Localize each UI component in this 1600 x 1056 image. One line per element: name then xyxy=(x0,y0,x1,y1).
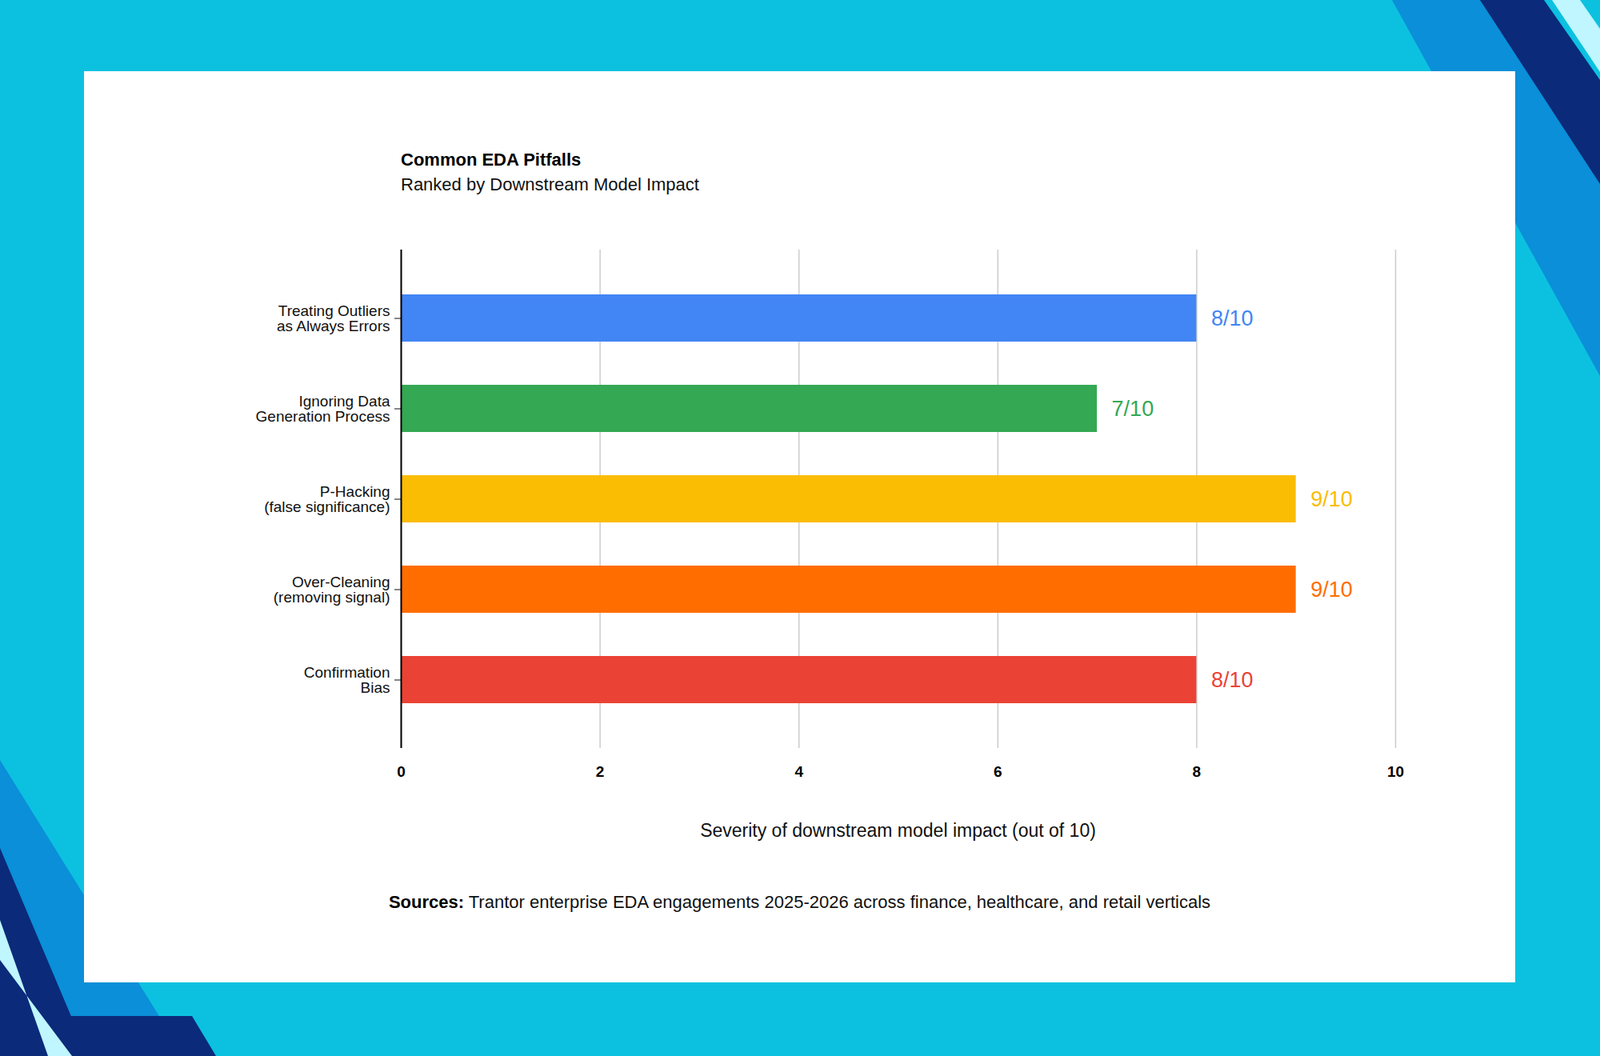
svg-text:ConfirmationBias: ConfirmationBias xyxy=(304,664,391,696)
svg-text:Over-Cleaning(removing signal): Over-Cleaning(removing signal) xyxy=(273,573,391,606)
html-text:Sources: Trantor enterprise ED: Sources: Trantor enterprise EDA engageme… xyxy=(388,892,1211,912)
svg-text:9/10: 9/10 xyxy=(1310,487,1353,512)
html-text:Common EDA Pitfalls: Common EDA Pitfalls xyxy=(400,149,582,170)
svg-text:8: 8 xyxy=(1192,763,1202,780)
svg-text:9/10: 9/10 xyxy=(1310,577,1353,602)
svg-text:8/10: 8/10 xyxy=(1211,306,1254,331)
svg-text:8/10: 8/10 xyxy=(1211,668,1254,692)
svg-text:10: 10 xyxy=(1387,763,1404,780)
svg-text:Ignoring DataGeneration Proces: Ignoring DataGeneration Process xyxy=(256,392,391,425)
html-text:Severity of downstream model i: Severity of downstream model impact (out… xyxy=(700,820,1096,841)
svg-text:2: 2 xyxy=(596,763,605,780)
html-text:Ranked by Downstream Model Imp: Ranked by Downstream Model Impact xyxy=(400,174,700,195)
svg-text:0: 0 xyxy=(396,763,406,780)
svg-text:6: 6 xyxy=(993,763,1003,780)
svg-text:7/10: 7/10 xyxy=(1112,396,1155,421)
svg-text:Treating Outliersas Always Err: Treating Outliersas Always Errors xyxy=(276,302,390,335)
svg-text:4: 4 xyxy=(794,763,804,780)
svg-text:P-Hacking(false significance): P-Hacking(false significance) xyxy=(264,483,390,516)
